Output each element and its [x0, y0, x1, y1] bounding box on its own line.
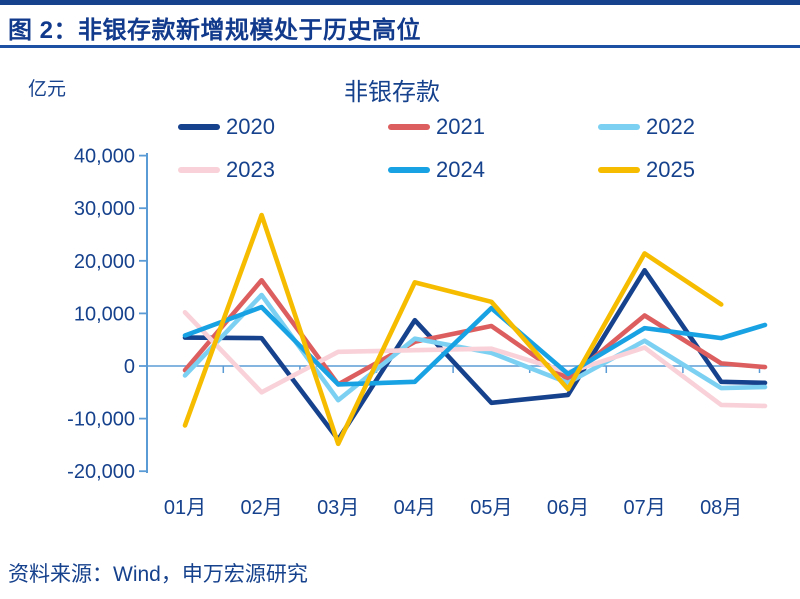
x-tick-label: 08月: [700, 497, 742, 519]
series-line-2023: [182, 310, 768, 409]
legend-label-2020: 2020: [226, 114, 275, 139]
legend-item-2025: 2025: [598, 157, 695, 183]
x-tick-label: 02月: [240, 497, 282, 519]
x-tick-label: 03月: [317, 497, 359, 519]
top-rule: [0, 0, 800, 5]
page-title: 图 2：非银存款新增规模处于历史高位: [8, 17, 422, 44]
legend-item-2024: 2024: [388, 157, 485, 183]
series-line-2025: [182, 212, 724, 447]
series-line-2024: [182, 304, 768, 387]
legend-item-2022: 2022: [598, 114, 695, 140]
legend-swatch-2023: [178, 167, 220, 173]
legend-swatch-2024: [388, 167, 430, 173]
x-tick-label: 06月: [547, 497, 589, 519]
x-tick-label: 01月: [164, 497, 206, 519]
y-axis-unit-label: 亿元: [28, 79, 67, 100]
legend-swatch-2025: [598, 167, 640, 173]
series-line-2021: [182, 277, 768, 387]
legend-swatch-2021: [388, 124, 430, 130]
chart-title: 非银存款: [344, 79, 440, 106]
x-tick-label: 04月: [394, 497, 436, 519]
y-tick-label: 0: [124, 356, 135, 378]
legend-label-2021: 2021: [436, 114, 485, 139]
legend-item-2020: 2020: [178, 114, 275, 140]
y-tick-label: 40,000: [74, 146, 135, 168]
legend-swatch-2020: [178, 124, 220, 130]
x-tick-label: 05月: [470, 497, 512, 519]
legend-label-2022: 2022: [646, 114, 695, 139]
legend-item-2021: 2021: [388, 114, 485, 140]
legend-label-2023: 2023: [226, 157, 275, 182]
y-tick-label: -20,000: [67, 461, 135, 483]
legend-swatch-2022: [598, 124, 640, 130]
y-tick-label: 20,000: [74, 251, 135, 273]
y-tick-label: 30,000: [74, 198, 135, 220]
source-line: 资料来源：Wind，申万宏源研究: [8, 563, 308, 586]
legend-label-2024: 2024: [436, 157, 485, 182]
x-tick-label: 07月: [623, 497, 665, 519]
y-tick-label: 10,000: [74, 303, 135, 325]
title-underline: [0, 45, 800, 48]
legend-label-2025: 2025: [646, 157, 695, 182]
series-line-2020: [182, 267, 768, 442]
legend-item-2023: 2023: [178, 157, 275, 183]
y-tick-label: -10,000: [67, 409, 135, 431]
